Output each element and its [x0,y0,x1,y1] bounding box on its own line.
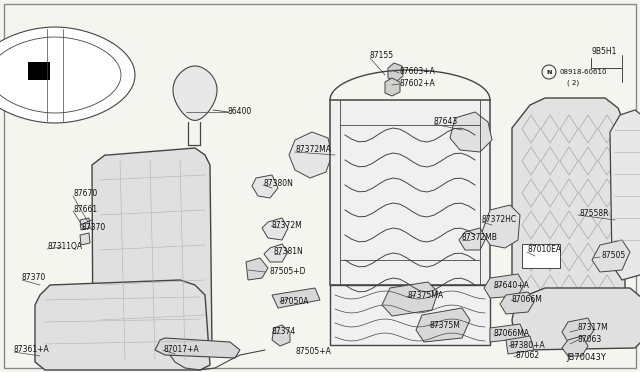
Text: 87062: 87062 [515,352,539,360]
Text: 87050A: 87050A [280,296,310,305]
Polygon shape [92,148,212,367]
Polygon shape [562,318,594,342]
Polygon shape [592,240,630,272]
Text: 87375M: 87375M [430,321,461,330]
Text: 87380+A: 87380+A [509,340,545,350]
Text: 87317M: 87317M [578,324,609,333]
Text: 87643: 87643 [434,118,458,126]
Polygon shape [522,244,560,268]
Text: 87063: 87063 [578,334,602,343]
Polygon shape [0,37,121,113]
Polygon shape [35,280,210,370]
Polygon shape [450,112,492,152]
Polygon shape [506,336,534,354]
Polygon shape [388,63,403,81]
Text: 87558R: 87558R [579,208,609,218]
Text: 87311QA: 87311QA [47,243,82,251]
Polygon shape [459,228,486,250]
Polygon shape [490,324,526,342]
Polygon shape [80,233,90,245]
Text: 87370: 87370 [22,273,46,282]
Polygon shape [155,338,240,358]
Text: 87603+A: 87603+A [399,67,435,77]
Text: 87670: 87670 [73,189,97,199]
Text: 87602+A: 87602+A [399,78,435,87]
Text: 9B5H1: 9B5H1 [591,48,616,57]
Text: 87372MA: 87372MA [295,145,331,154]
Text: 87381N: 87381N [274,247,304,257]
Text: 87010EA: 87010EA [527,246,561,254]
Text: 87640+A: 87640+A [494,282,530,291]
Polygon shape [262,218,288,240]
Text: 87370: 87370 [82,224,106,232]
Text: 87661: 87661 [73,205,97,215]
Text: 87380N: 87380N [263,179,293,187]
Polygon shape [272,325,290,346]
Polygon shape [500,292,534,314]
Text: 08918-60610: 08918-60610 [560,69,607,75]
Text: 87066M: 87066M [511,295,542,304]
Polygon shape [246,258,268,280]
Text: 87155: 87155 [370,51,394,61]
Polygon shape [484,274,524,298]
Text: JB70043Y: JB70043Y [566,353,606,362]
Text: 87017+A: 87017+A [163,344,199,353]
Text: 87372MB: 87372MB [462,234,498,243]
Text: 87505+A: 87505+A [295,347,331,356]
Text: 87374: 87374 [272,327,296,337]
Polygon shape [272,288,320,308]
Polygon shape [252,175,278,198]
Polygon shape [385,78,400,96]
Polygon shape [330,100,490,285]
Text: 87066MA: 87066MA [494,330,530,339]
Polygon shape [382,282,438,316]
Polygon shape [330,285,490,345]
Text: 87372M: 87372M [271,221,301,230]
Text: N: N [547,70,552,74]
Polygon shape [289,132,332,178]
Polygon shape [80,218,90,230]
Text: 87505: 87505 [602,250,627,260]
Text: 87375MA: 87375MA [407,291,443,299]
Polygon shape [512,98,625,310]
Polygon shape [512,288,640,350]
Polygon shape [482,205,520,248]
Polygon shape [0,27,135,123]
Text: ( 2): ( 2) [567,80,579,86]
Text: 87505+D: 87505+D [270,266,307,276]
Text: 87361+A: 87361+A [14,346,50,355]
Polygon shape [264,244,288,262]
Polygon shape [173,66,217,121]
Polygon shape [562,336,588,356]
Polygon shape [416,308,470,342]
Text: 87372HC: 87372HC [482,215,517,224]
Text: 86400: 86400 [228,108,252,116]
Bar [28,62,50,80]
Polygon shape [610,110,640,280]
